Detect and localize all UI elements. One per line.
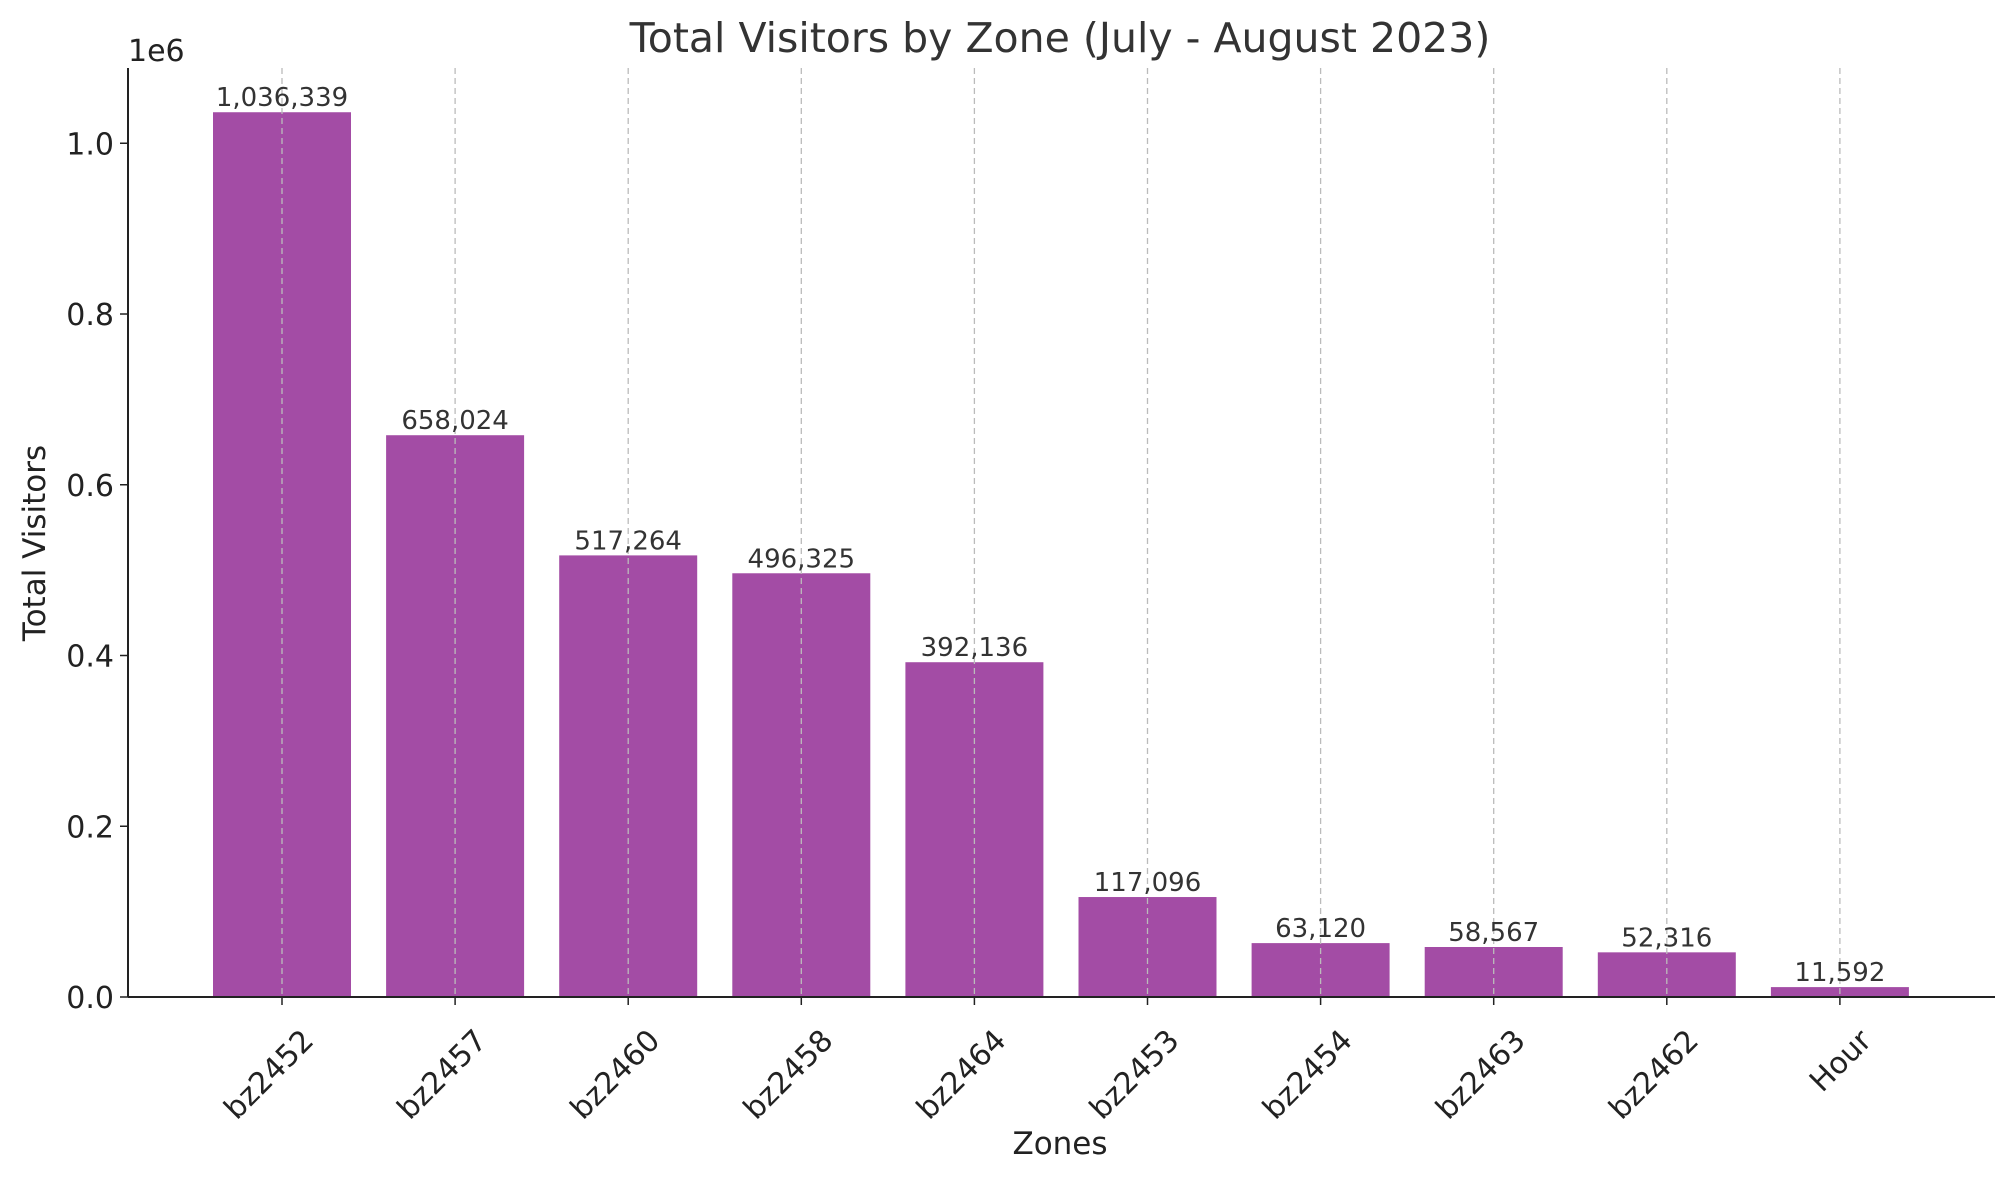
- x-tick-label-bz2454: bz2454: [1256, 1023, 1359, 1126]
- y-tick-label: 0.8: [66, 298, 114, 333]
- y-tick-label: 1.0: [66, 127, 114, 162]
- y-tick-label: 0.4: [66, 640, 114, 675]
- value-label-bz2460: 517,264: [574, 526, 682, 556]
- data-labels: 1,036,339 658,024 517,264 496,325 392,136 117…: [216, 83, 1886, 988]
- y-axis-offset-label: 1e6: [128, 34, 185, 69]
- x-grid-lines: [281, 68, 1841, 997]
- x-tick-label-bz2458: bz2458: [737, 1023, 840, 1126]
- value-label-bz2457: 658,024: [401, 406, 509, 436]
- x-tick-label-Hour: Hour: [1803, 1023, 1879, 1099]
- value-label-bz2453: 117,096: [1094, 868, 1202, 898]
- value-label-bz2462: 52,316: [1621, 923, 1712, 953]
- axes: [120, 68, 1995, 1005]
- value-label-bz2458: 496,325: [748, 544, 856, 574]
- y-tick-labels: 0.0 0.2 0.4 0.6 0.8 1.0: [66, 127, 114, 1016]
- value-label-bz2454: 63,120: [1275, 914, 1366, 944]
- y-tick-label: 0.2: [66, 810, 114, 845]
- y-tick-label: 0.0: [66, 981, 114, 1016]
- x-tick-label-bz2463: bz2463: [1429, 1023, 1532, 1126]
- y-tick-label: 0.6: [66, 469, 114, 504]
- value-label-Hour: 11,592: [1794, 958, 1885, 988]
- chart-title: Total Visitors by Zone (July - August 20…: [629, 14, 1491, 62]
- value-label-bz2463: 58,567: [1448, 918, 1539, 948]
- x-axis-title: Zones: [1012, 1126, 1107, 1162]
- bar-bz2452: [213, 112, 351, 997]
- x-tick-label-bz2452: bz2452: [218, 1023, 321, 1126]
- x-tick-label-bz2460: bz2460: [564, 1023, 667, 1126]
- x-tick-label-bz2462: bz2462: [1602, 1023, 1705, 1126]
- value-label-bz2452: 1,036,339: [216, 83, 348, 113]
- x-tick-labels: bz2452 bz2457 bz2460 bz2458 bz2464 bz2453 bz24…: [218, 1023, 1880, 1127]
- x-tick-label-bz2453: bz2453: [1083, 1023, 1186, 1126]
- value-label-bz2464: 392,136: [921, 633, 1029, 663]
- y-axis-title: Total Visitors: [17, 445, 53, 642]
- x-tick-label-bz2457: bz2457: [391, 1023, 494, 1126]
- bars: [213, 112, 1909, 997]
- x-tick-label-bz2464: bz2464: [910, 1023, 1013, 1126]
